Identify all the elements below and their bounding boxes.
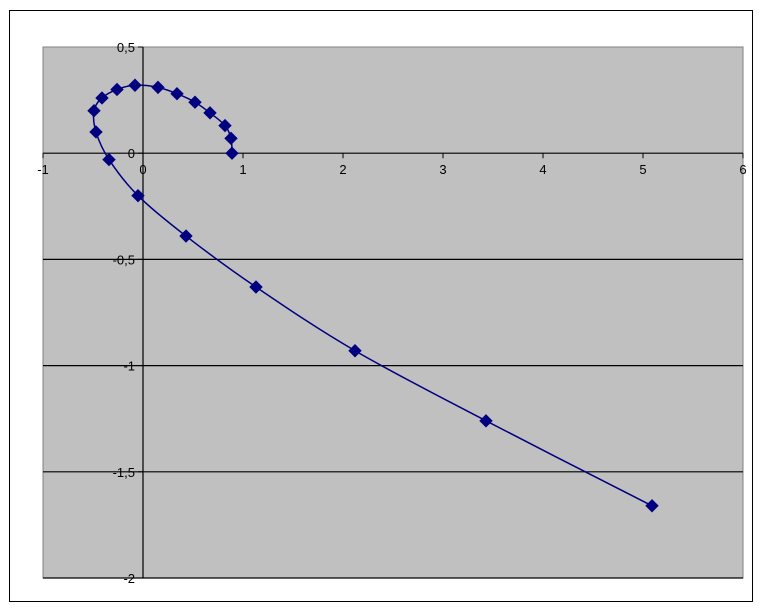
x-tick-label-4: 3 [439,162,446,177]
x-tick-label-2: 1 [239,162,246,177]
data-point-14 [179,229,193,243]
x-tick-label-6: 5 [639,162,646,177]
data-point-17 [479,414,493,428]
data-point-9 [95,91,109,105]
y-tick-label-0: 0,5 [117,40,135,55]
data-point-7 [128,78,142,92]
data-point-1 [224,131,238,146]
data-point-5 [170,87,184,101]
data-point-10 [87,104,101,118]
y-tick-label-5: -2 [123,571,135,586]
x-tick-label-7: 6 [739,162,746,177]
data-point-16 [348,344,362,358]
data-point-12 [102,152,116,167]
data-point-18 [645,499,659,513]
data-point-0 [225,146,239,160]
x-tick-label-5: 4 [539,162,546,177]
data-point-2 [218,118,232,133]
data-point-11 [89,125,103,139]
x-tick-label-3: 2 [339,162,346,177]
plot-area [42,46,744,579]
data-point-15 [249,280,263,294]
y-tick-label-3: -1 [123,359,135,374]
x-tick-label-1: 0 [139,162,146,177]
y-tick-label-4: -1,5 [113,465,135,480]
data-point-6 [151,80,165,95]
x-tick-label-0: -1 [37,162,49,177]
data-point-8 [110,82,124,97]
y-tick-label-1: 0 [128,146,135,161]
data-point-4 [188,95,202,109]
data-point-13 [131,188,145,203]
data-point-3 [203,106,217,120]
y-tick-label-2: -0,5 [113,252,135,267]
